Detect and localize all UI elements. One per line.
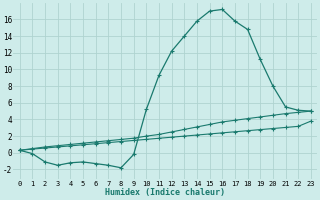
X-axis label: Humidex (Indice chaleur): Humidex (Indice chaleur) xyxy=(105,188,225,197)
